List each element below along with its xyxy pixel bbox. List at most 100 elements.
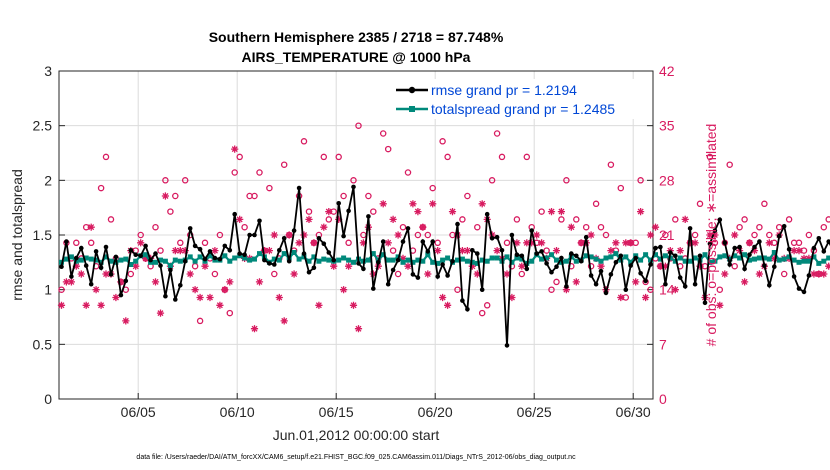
spread-marker xyxy=(370,251,376,257)
legend-rmse-label: rmse grand pr = 1.2194 xyxy=(431,82,577,98)
x-tick-label: 06/10 xyxy=(220,404,255,420)
rmse-marker xyxy=(197,246,203,252)
left-axis-ticks: 0 0.5 1 1.5 2 2.5 3 xyxy=(33,63,65,407)
assimilated-obs-marker xyxy=(236,215,244,223)
rmse-marker xyxy=(509,232,515,238)
rmse-marker xyxy=(267,261,272,266)
rmse-marker xyxy=(648,262,653,267)
possible-obs-marker xyxy=(102,153,110,161)
possible-obs-marker xyxy=(647,286,654,293)
spread-marker xyxy=(544,255,550,261)
assimilated-obs-marker xyxy=(122,317,130,325)
possible-obs-marker xyxy=(736,223,743,231)
assimilated-obs-marker xyxy=(265,247,273,255)
rmse-marker xyxy=(479,287,485,293)
rmse-marker xyxy=(593,281,599,287)
possible-obs-marker xyxy=(226,309,234,317)
rmse-marker xyxy=(673,253,678,259)
rmse-marker xyxy=(123,278,129,284)
possible-obs-marker xyxy=(711,239,719,247)
spread-marker xyxy=(756,255,762,261)
assimilated-obs-marker xyxy=(151,278,160,286)
spread-marker xyxy=(776,257,782,263)
possible-obs-marker xyxy=(157,247,164,254)
assimilated-obs-marker xyxy=(607,247,615,255)
possible-obs-marker xyxy=(201,239,209,247)
spread-marker xyxy=(479,257,485,263)
assimilated-obs-marker xyxy=(627,239,635,247)
spread-marker xyxy=(519,256,525,262)
assimilated-obs-marker xyxy=(201,262,209,270)
spread-marker xyxy=(252,256,257,262)
spread-marker xyxy=(167,263,173,269)
possible-obs-marker xyxy=(672,216,679,223)
assimilated-obs-marker xyxy=(320,223,328,231)
rmse-marker xyxy=(752,244,757,250)
possible-obs-marker xyxy=(389,247,397,254)
rmse-marker xyxy=(757,239,762,244)
spread-marker xyxy=(306,258,312,264)
possible-obs-marker xyxy=(563,177,570,184)
rmse-marker xyxy=(153,251,158,256)
spread-marker xyxy=(276,257,282,263)
rmse-marker xyxy=(524,266,530,272)
rmse-marker xyxy=(331,257,337,263)
assimilated-obs-marker xyxy=(57,301,66,309)
rmse-marker xyxy=(341,233,346,239)
spread-marker xyxy=(509,259,515,265)
possible-obs-marker xyxy=(751,231,758,239)
possible-obs-marker xyxy=(602,231,610,239)
spread-marker xyxy=(662,253,668,259)
possible-obs-marker xyxy=(548,286,555,293)
assimilated-obs-marker xyxy=(770,254,778,262)
possible-obs-marker xyxy=(558,216,565,223)
rmse-marker xyxy=(98,265,104,271)
assimilated-obs-marker xyxy=(681,215,689,223)
assimilated-obs-marker xyxy=(557,208,565,216)
assimilated-obs-marker xyxy=(661,262,669,270)
spread-marker xyxy=(445,255,451,261)
spread-marker xyxy=(638,257,644,263)
spread-marker xyxy=(415,257,421,263)
rmse-marker xyxy=(722,240,728,245)
assimilated-obs-marker xyxy=(186,270,194,278)
possible-obs-marker xyxy=(493,130,501,137)
spread-marker xyxy=(247,257,253,263)
rmse-marker xyxy=(732,245,737,251)
spread-marker xyxy=(707,259,713,265)
legend-rmse-marker xyxy=(408,86,416,94)
spread-marker xyxy=(766,256,772,262)
possible-obs-marker xyxy=(394,270,402,278)
rmse-marker xyxy=(415,275,421,280)
right-tick-label: 14 xyxy=(659,282,675,298)
rmse-marker xyxy=(821,249,827,254)
possible-obs-marker xyxy=(766,231,773,239)
spread-marker xyxy=(440,257,446,263)
rmse-marker xyxy=(643,278,648,284)
assimilated-obs-marker xyxy=(424,270,432,278)
spread-marker xyxy=(613,251,619,257)
possible-obs-marker xyxy=(177,239,184,247)
spread-marker xyxy=(539,256,545,262)
possible-obs-marker xyxy=(543,247,550,254)
possible-obs-marker xyxy=(107,216,115,223)
assimilated-obs-marker xyxy=(62,278,70,286)
rmse-marker xyxy=(59,264,64,270)
spread-marker xyxy=(380,252,386,258)
rmse-marker xyxy=(598,268,604,274)
spread-marker xyxy=(583,253,589,259)
assimilated-obs-marker xyxy=(67,278,75,286)
spread-marker xyxy=(410,259,416,265)
rmse-marker xyxy=(277,248,282,253)
rmse-marker xyxy=(79,245,84,251)
left-tick-label: 0 xyxy=(44,391,52,407)
spread-marker xyxy=(420,258,426,264)
assimilated-obs-marker xyxy=(513,239,521,247)
assimilated-obs-marker xyxy=(567,223,575,231)
possible-obs-marker xyxy=(825,216,830,223)
rmse-marker xyxy=(737,244,742,250)
assimilated-obs-marker xyxy=(231,145,239,153)
possible-obs-marker xyxy=(429,184,436,192)
rmse-marker xyxy=(272,262,277,267)
spread-marker xyxy=(672,258,678,264)
